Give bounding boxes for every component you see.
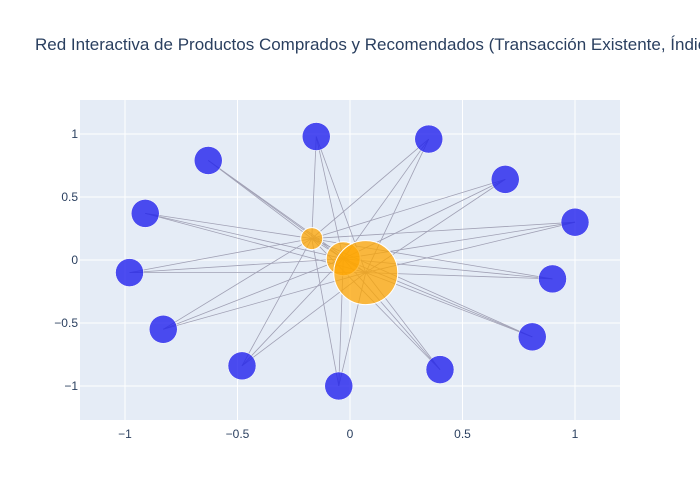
recommended-product-node[interactable]	[227, 351, 257, 381]
y-tick-label: 1	[71, 127, 78, 141]
x-tick-label: 1	[572, 427, 579, 441]
edge-line	[311, 238, 340, 387]
chart-title: Red Interactiva de Productos Comprados y…	[35, 35, 700, 54]
x-tick-label: 0.5	[454, 427, 471, 441]
edges	[129, 136, 576, 387]
edge-line	[311, 138, 430, 239]
recommended-product-node[interactable]	[194, 146, 223, 175]
recommended-product-node[interactable]	[425, 355, 455, 384]
axis-ticks: −1 −0.5 0 0.5 1 1 0.5 0 −0.5 −1	[54, 127, 578, 441]
y-tick-label: −1	[64, 379, 78, 393]
edge-line	[241, 238, 313, 367]
edge-line	[145, 212, 344, 260]
edge-line	[311, 136, 317, 239]
edge-line	[342, 138, 430, 259]
edge-line	[129, 258, 344, 273]
edge-line	[365, 221, 576, 273]
recommended-product-node[interactable]	[491, 165, 520, 194]
purchased-product-node[interactable]	[300, 227, 324, 251]
x-tick-label: −1	[118, 427, 132, 441]
recommended-product-node[interactable]	[414, 124, 443, 154]
edge-line	[163, 238, 312, 330]
x-tick-label: 0	[347, 427, 354, 441]
recommended-product-node[interactable]	[518, 322, 547, 352]
recommended-product-node[interactable]	[149, 315, 178, 344]
nodes	[115, 122, 590, 401]
edge-line	[311, 178, 506, 239]
y-tick-label: 0.5	[61, 190, 78, 204]
x-tick-label: −0.5	[226, 427, 250, 441]
recommended-product-node[interactable]	[131, 199, 160, 228]
recommended-product-node[interactable]	[538, 264, 567, 294]
recommended-product-node[interactable]	[560, 207, 590, 237]
y-tick-label: 0	[71, 253, 78, 267]
recommended-product-node[interactable]	[115, 258, 144, 287]
recommended-product-node[interactable]	[324, 371, 353, 401]
edge-line	[241, 258, 344, 367]
edge-line	[315, 136, 344, 259]
y-tick-label: −0.5	[54, 316, 78, 330]
edge-line	[163, 272, 366, 330]
edge-line	[145, 212, 312, 239]
purchased-product-node[interactable]	[333, 240, 399, 306]
edge-line	[311, 221, 576, 239]
edge-line	[163, 258, 344, 330]
recommended-product-node[interactable]	[302, 122, 331, 151]
